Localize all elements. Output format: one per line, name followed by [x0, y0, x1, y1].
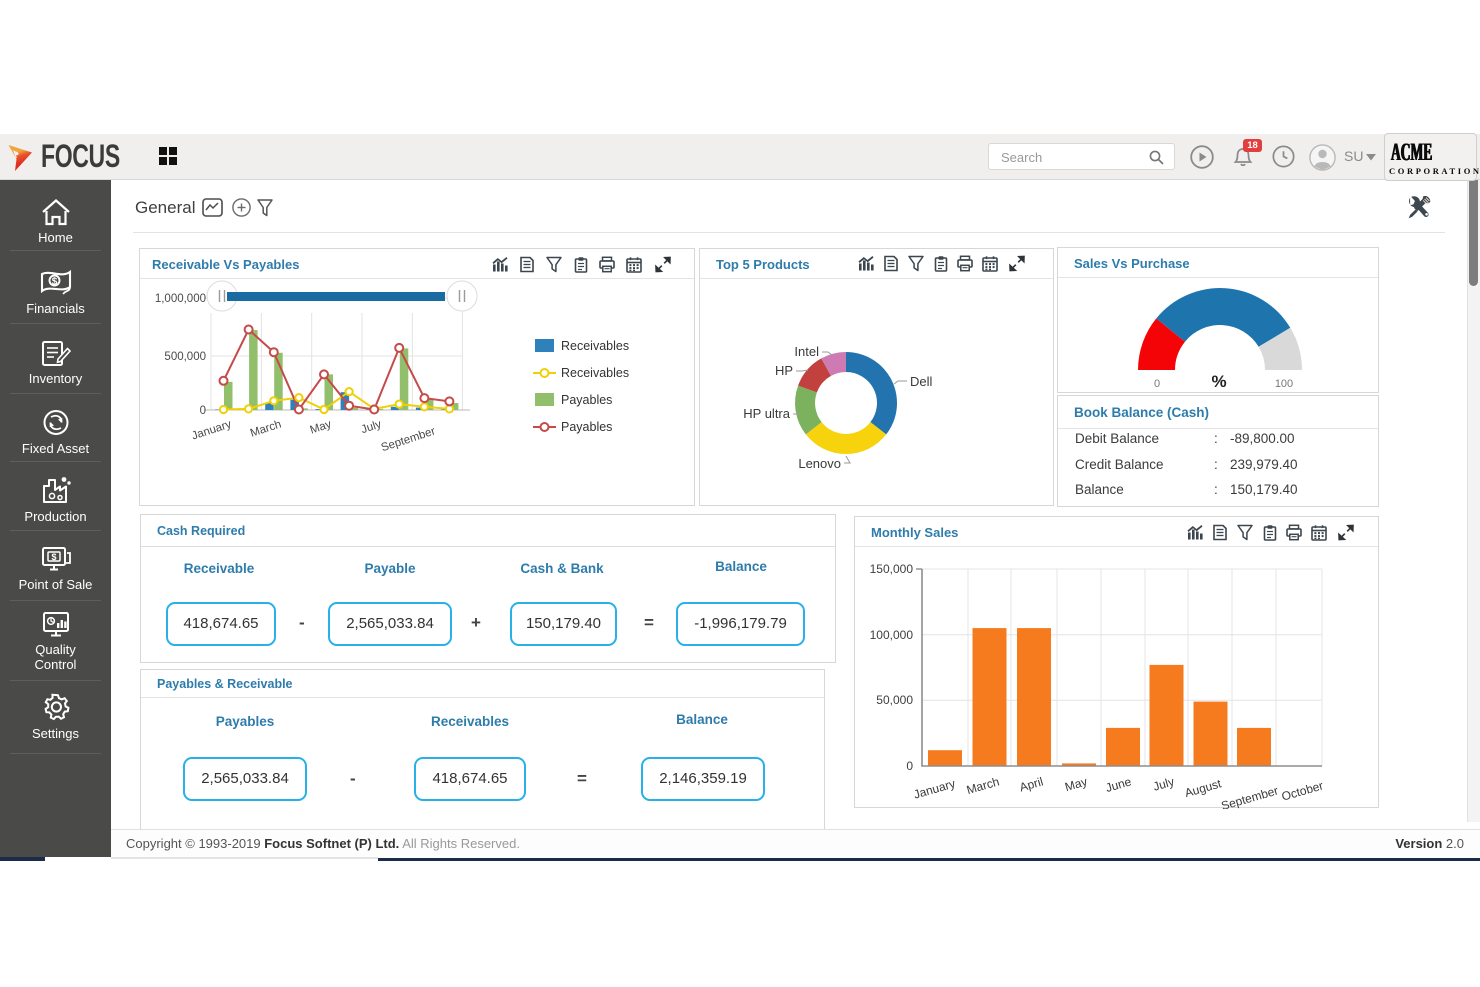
svg-text:Intel: Intel: [794, 344, 819, 359]
svg-text:June: June: [1104, 774, 1133, 795]
svg-text:May: May: [309, 418, 334, 436]
svg-text:January: January: [912, 776, 957, 801]
svg-text:Lenovo: Lenovo: [798, 456, 841, 471]
svg-text:$: $: [51, 552, 56, 562]
svg-text:March: March: [965, 774, 1001, 797]
svg-text:0: 0: [1154, 378, 1160, 390]
svg-text:September: September: [1220, 783, 1280, 809]
svg-text:$: $: [51, 277, 57, 288]
svg-text:April: April: [1018, 774, 1045, 794]
svg-text:0: 0: [906, 759, 913, 773]
svg-text:%: %: [1211, 372, 1226, 391]
svg-text:Payables: Payables: [561, 420, 612, 434]
svg-text:50,000: 50,000: [876, 693, 913, 707]
svg-text:January: January: [190, 418, 233, 442]
svg-text:July: July: [360, 418, 383, 436]
svg-text:Payables: Payables: [561, 393, 612, 407]
svg-text:500,000: 500,000: [164, 351, 206, 363]
svg-text:HP ultra: HP ultra: [743, 406, 790, 421]
svg-text:100: 100: [1275, 378, 1293, 390]
svg-text:HP: HP: [775, 363, 793, 378]
svg-text:August: August: [1183, 776, 1223, 800]
svg-text:0: 0: [200, 405, 206, 417]
svg-text:May: May: [1063, 774, 1089, 794]
svg-text:October: October: [1280, 778, 1325, 803]
svg-text:March: March: [249, 418, 283, 439]
svg-text:Receivables: Receivables: [561, 339, 629, 353]
svg-text:150,000: 150,000: [870, 562, 914, 576]
svg-text:July: July: [1151, 774, 1175, 793]
svg-text:Receivables: Receivables: [561, 366, 629, 380]
svg-text:Dell: Dell: [910, 374, 933, 389]
svg-text:1,000,000: 1,000,000: [155, 293, 206, 305]
svg-text:100,000: 100,000: [870, 628, 914, 642]
svg-text:September: September: [380, 425, 437, 454]
